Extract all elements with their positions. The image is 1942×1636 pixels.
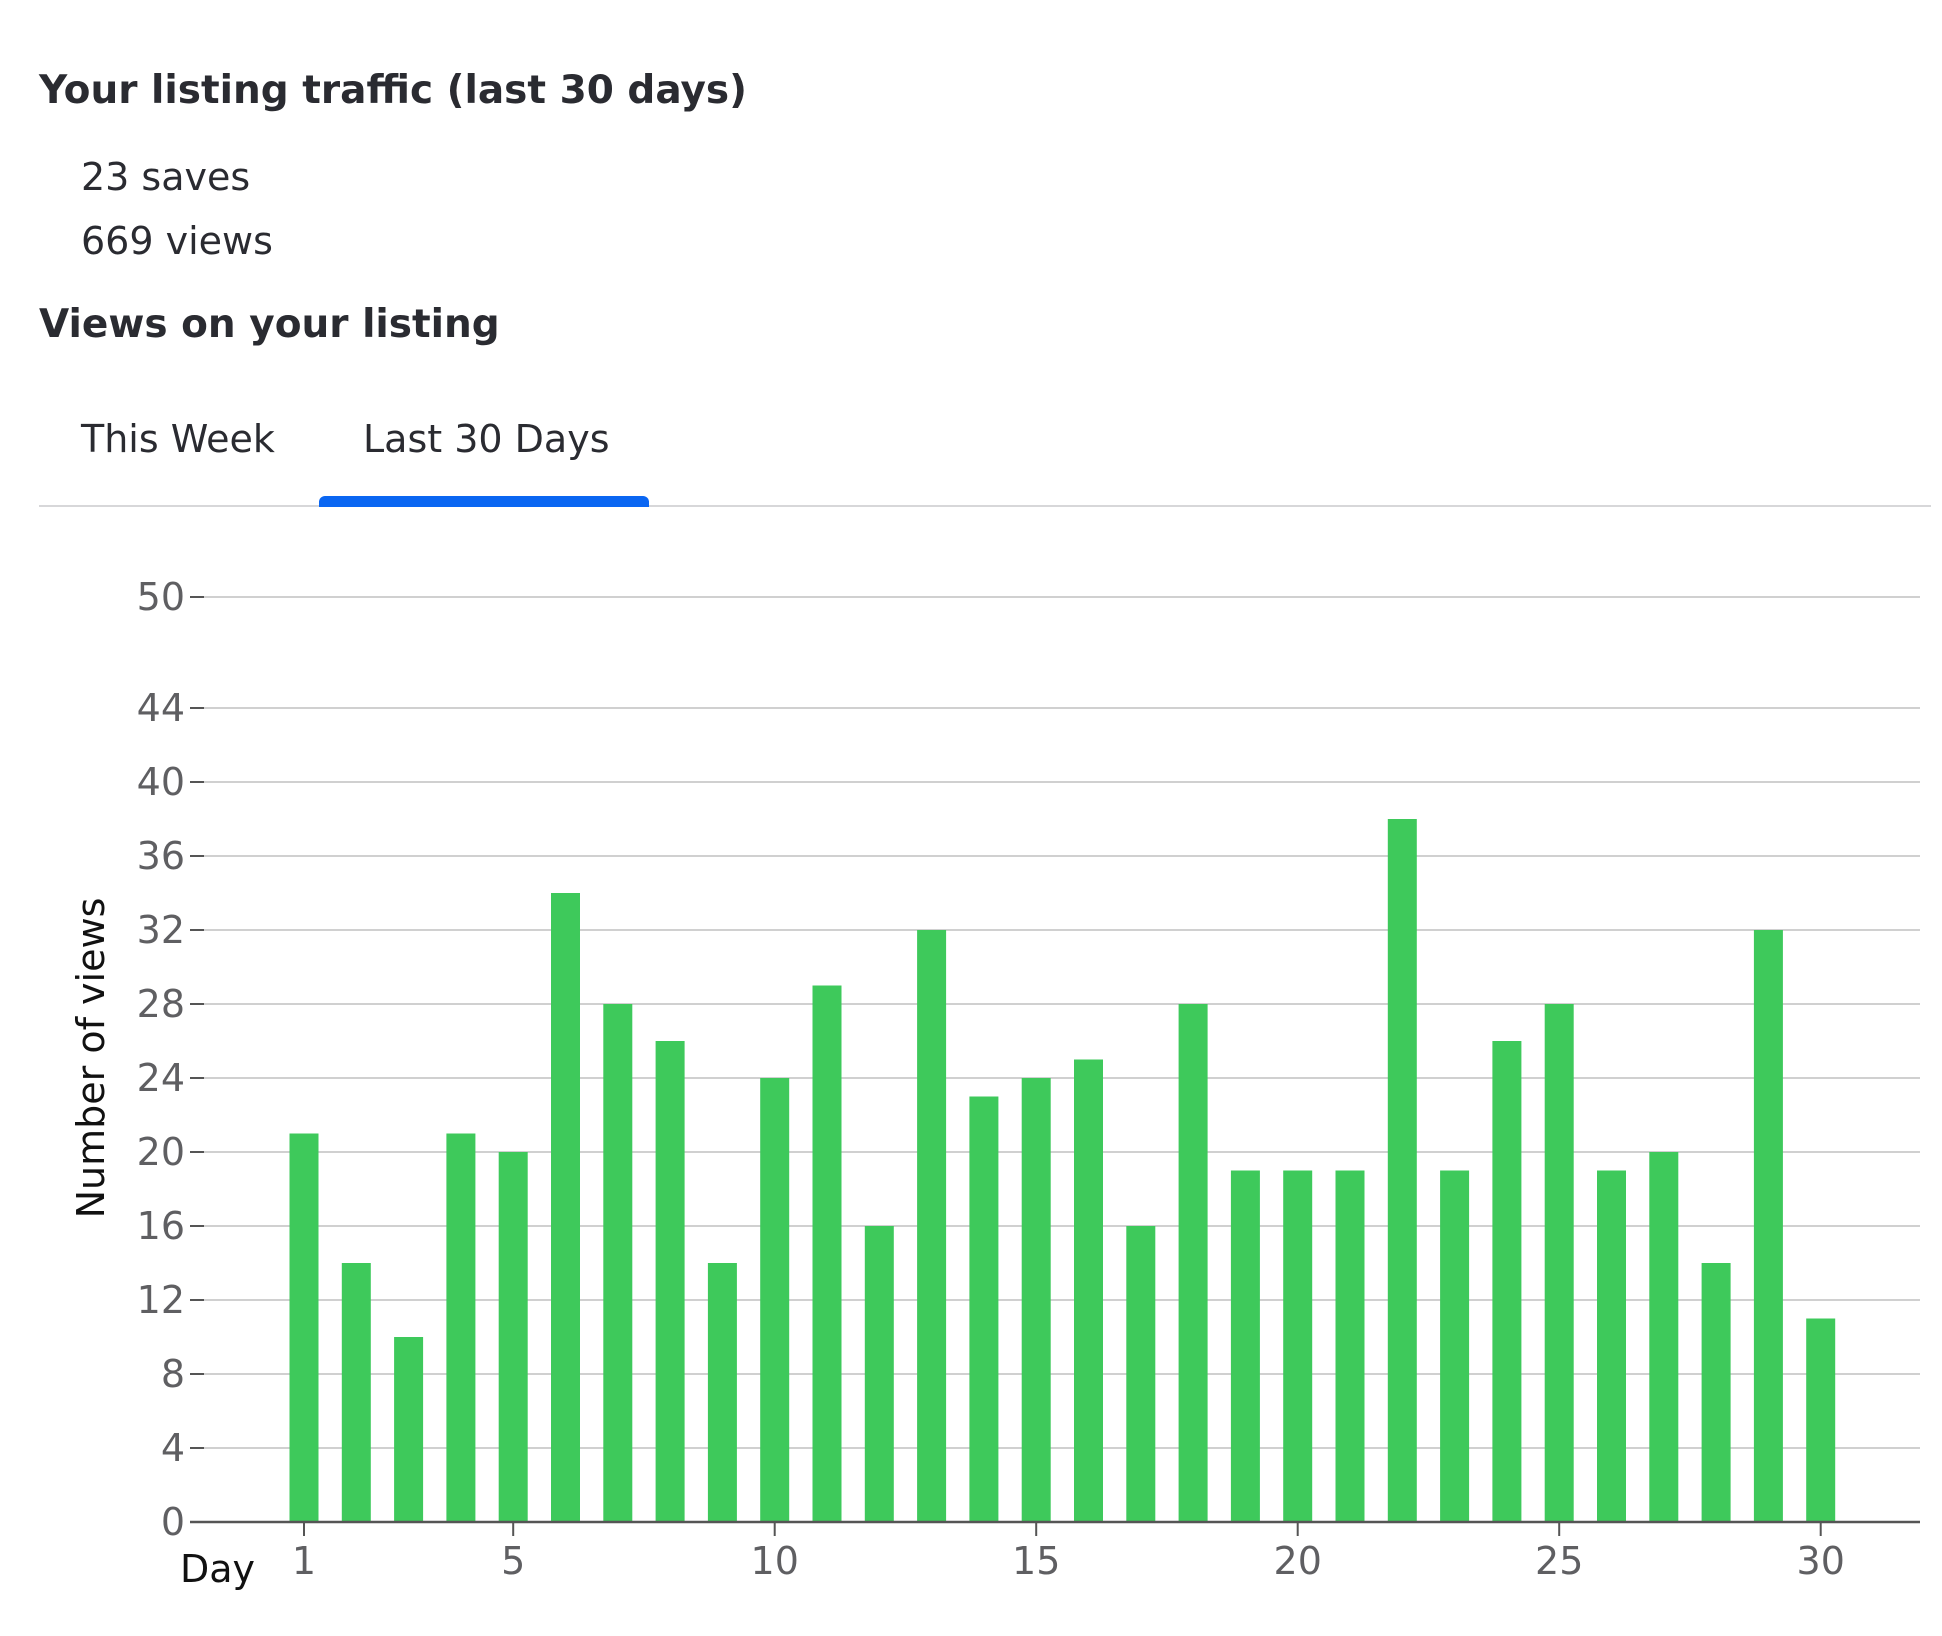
saves-count: 23 saves [81, 155, 251, 199]
bars [289, 819, 1836, 1522]
y-tick-label-36: 36 [137, 834, 185, 878]
views-count: 669 views [81, 219, 273, 263]
time-range-tabs: This Week Last 30 Days [39, 395, 1931, 507]
bar-day-29 [1753, 930, 1783, 1522]
y-tick-label-12: 12 [137, 1278, 185, 1322]
tab-last-30-days-label: Last 30 Days [363, 417, 610, 461]
y-axis-title: Number of views [69, 898, 113, 1219]
bar-day-27 [1649, 1152, 1679, 1522]
gridlines [204, 596, 1920, 1449]
bar-day-8 [655, 1041, 685, 1522]
views-section-title: Views on your listing [39, 302, 500, 347]
bar-day-25 [1544, 1004, 1574, 1522]
x-tick-label-15: 15 [1012, 1539, 1060, 1583]
bar-day-23 [1440, 1170, 1470, 1522]
bar-day-16 [1074, 1059, 1103, 1522]
y-tick-label-32: 32 [137, 908, 185, 952]
y-tick-label-28: 28 [137, 982, 185, 1026]
bar-day-26 [1597, 1170, 1626, 1522]
tab-last-30-days[interactable]: Last 30 Days [319, 405, 649, 505]
y-tick-label-50: 50 [137, 575, 185, 619]
bar-day-15 [1021, 1078, 1051, 1522]
bar-day-3 [394, 1337, 424, 1522]
bar-day-10 [760, 1078, 790, 1522]
bar-day-7 [603, 1004, 633, 1522]
active-tab-indicator [319, 496, 649, 507]
bar-day-4 [446, 1133, 476, 1522]
axes [190, 596, 1920, 1536]
x-tick-label-30: 30 [1797, 1539, 1845, 1583]
y-tick-label-0: 0 [161, 1500, 185, 1544]
x-tick-label-20: 20 [1274, 1539, 1322, 1583]
bar-day-5 [498, 1152, 528, 1522]
bar-day-17 [1126, 1226, 1156, 1522]
bar-day-6 [551, 893, 580, 1522]
bar-day-9 [707, 1263, 737, 1522]
bar-day-13 [917, 930, 947, 1522]
y-tick-label-24: 24 [137, 1056, 185, 1100]
bar-day-24 [1492, 1041, 1522, 1522]
x-tick-label-5: 5 [501, 1539, 525, 1583]
bar-day-12 [864, 1226, 894, 1522]
y-tick-label-8: 8 [161, 1352, 185, 1396]
bar-day-11 [812, 985, 842, 1522]
x-tick-label-25: 25 [1535, 1539, 1583, 1583]
y-tick-label-16: 16 [137, 1204, 185, 1248]
bar-day-28 [1701, 1263, 1731, 1522]
bar-day-30 [1806, 1318, 1836, 1522]
bar-day-20 [1283, 1170, 1313, 1522]
y-tick-label-40: 40 [137, 760, 185, 804]
bar-day-21 [1335, 1170, 1365, 1522]
bar-day-19 [1230, 1170, 1260, 1522]
traffic-title: Your listing traffic (last 30 days) [39, 68, 747, 113]
x-axis-title: Day [180, 1547, 255, 1591]
y-tick-label-20: 20 [137, 1130, 185, 1174]
y-tick-label-44: 44 [137, 686, 185, 730]
bar-day-14 [969, 1096, 999, 1522]
bar-day-18 [1178, 1004, 1208, 1522]
tab-this-week-label: This Week [81, 417, 275, 461]
bar-day-1 [289, 1133, 319, 1522]
y-tick-label-4: 4 [161, 1426, 185, 1470]
x-tick-label-1: 1 [292, 1539, 316, 1583]
bar-day-22 [1387, 819, 1417, 1522]
x-tick-label-10: 10 [751, 1539, 799, 1583]
bar-day-2 [341, 1263, 371, 1522]
